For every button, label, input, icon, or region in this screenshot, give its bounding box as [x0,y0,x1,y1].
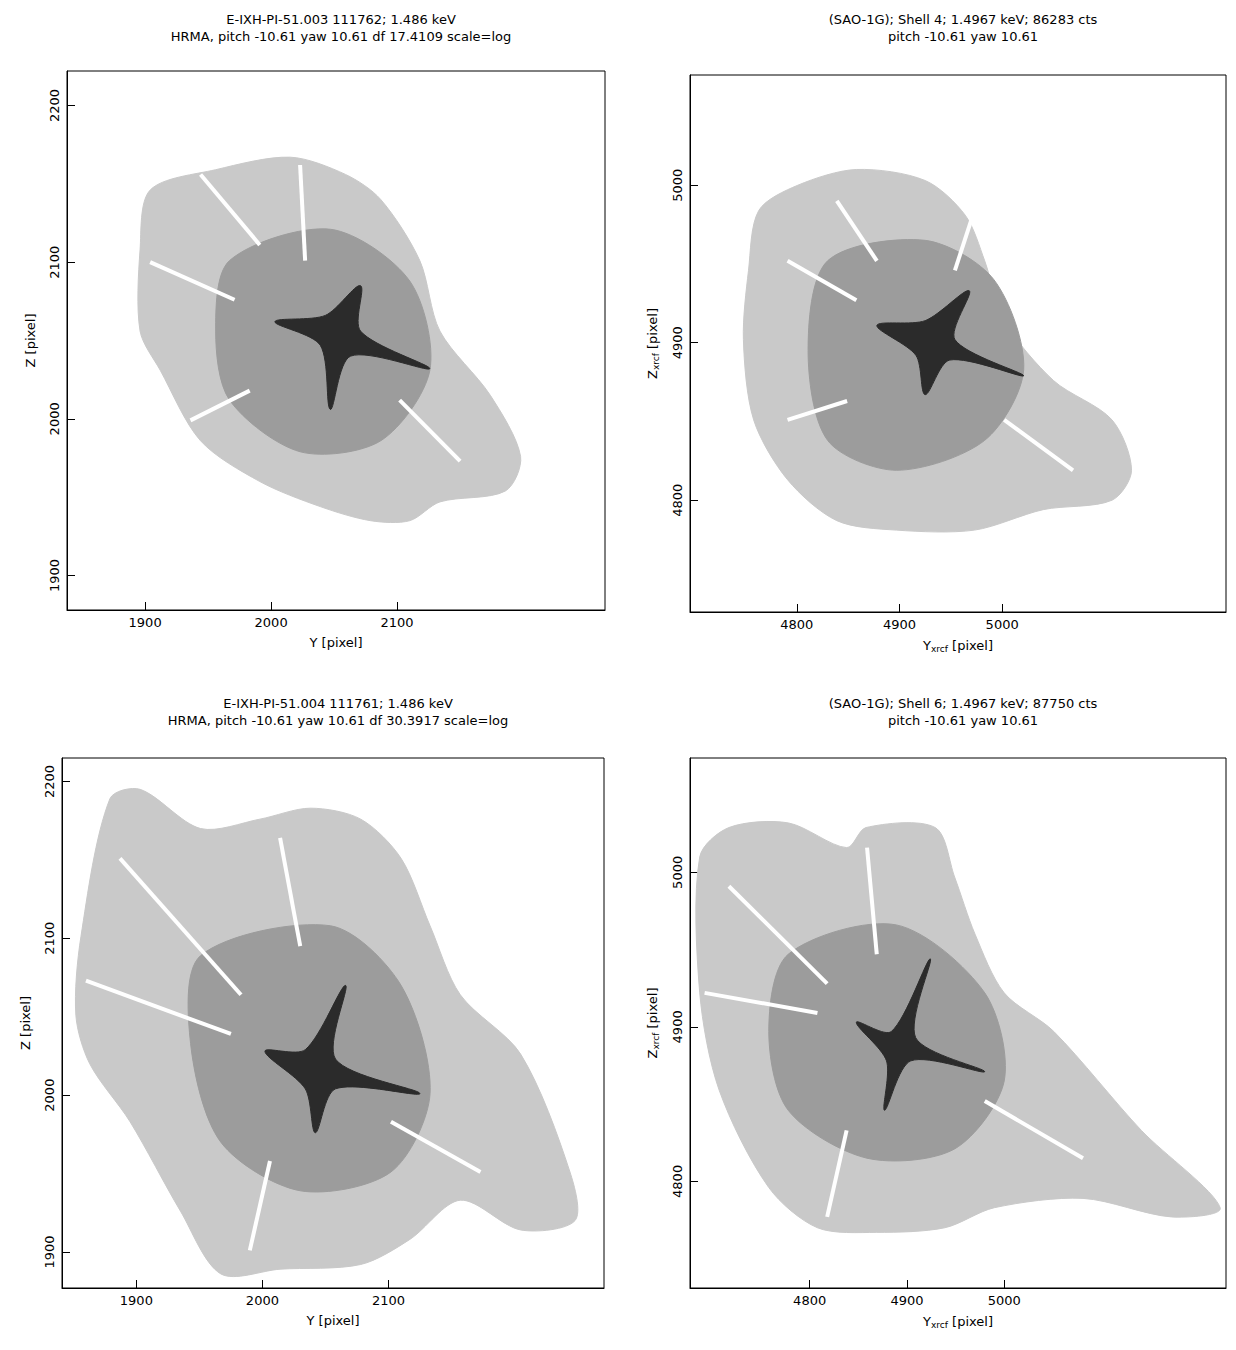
svg-text:2000: 2000 [246,1293,279,1308]
svg-text:2100: 2100 [47,246,62,279]
svg-text:2000: 2000 [42,1079,57,1112]
svg-text:(SAO-1G); Shell 4; 1.4967 keV;: (SAO-1G); Shell 4; 1.4967 keV; 86283 cts [829,12,1098,27]
svg-text:xrcf: xrcf [931,1320,949,1330]
svg-text:5000: 5000 [986,617,1019,632]
svg-text:2100: 2100 [42,922,57,955]
svg-text:5000: 5000 [670,856,685,889]
svg-text:4800: 4800 [670,1165,685,1198]
svg-text:xrcf: xrcf [651,352,661,370]
svg-text:pitch -10.61 yaw 10.61: pitch -10.61 yaw 10.61 [888,29,1038,44]
svg-text:Z: Z [645,1049,660,1058]
svg-text:HRMA, pitch -10.61 yaw 10.61 d: HRMA, pitch -10.61 yaw 10.61 df 30.3917 … [168,713,509,728]
svg-text:2100: 2100 [372,1293,405,1308]
svg-text:5000: 5000 [988,1293,1021,1308]
svg-text:Y [pixel]: Y [pixel] [309,635,363,650]
svg-text:4900: 4900 [670,1010,685,1043]
svg-text:E-IXH-PI-51.003 111762; 1.486: E-IXH-PI-51.003 111762; 1.486 keV [226,12,456,27]
svg-text:1900: 1900 [129,615,162,630]
svg-text:xrcf: xrcf [931,644,949,654]
svg-text:4900: 4900 [883,617,916,632]
svg-text:(SAO-1G); Shell 6; 1.4967 keV;: (SAO-1G); Shell 6; 1.4967 keV; 87750 cts [829,696,1098,711]
svg-text:4900: 4900 [670,326,685,359]
svg-text:Y: Y [922,638,931,653]
svg-text:1900: 1900 [42,1235,57,1268]
svg-text:pitch -10.61 yaw 10.61: pitch -10.61 yaw 10.61 [888,713,1038,728]
svg-text:4800: 4800 [780,617,813,632]
svg-text:2000: 2000 [255,615,288,630]
svg-text:xrcf: xrcf [651,1032,661,1050]
svg-text:[pixel]: [pixel] [948,1314,993,1329]
svg-text:Z [pixel]: Z [pixel] [23,314,38,368]
svg-text:Y [pixel]: Y [pixel] [306,1313,360,1328]
svg-text:Y: Y [922,1314,931,1329]
svg-text:[pixel]: [pixel] [645,308,660,353]
svg-text:4800: 4800 [793,1293,826,1308]
svg-text:2000: 2000 [47,402,62,435]
svg-text:1900: 1900 [47,559,62,592]
svg-text:[pixel]: [pixel] [645,988,660,1033]
svg-text:4800: 4800 [670,484,685,517]
svg-text:Z: Z [645,370,660,379]
svg-text:2100: 2100 [381,615,414,630]
svg-text:HRMA, pitch -10.61 yaw 10.61 d: HRMA, pitch -10.61 yaw 10.61 df 17.4109 … [171,29,512,44]
svg-text:5000: 5000 [670,169,685,202]
svg-text:4900: 4900 [890,1293,923,1308]
svg-text:1900: 1900 [120,1293,153,1308]
svg-text:E-IXH-PI-51.004 111761; 1.486: E-IXH-PI-51.004 111761; 1.486 keV [223,696,453,711]
svg-text:[pixel]: [pixel] [948,638,993,653]
svg-text:2200: 2200 [47,89,62,122]
svg-text:Z [pixel]: Z [pixel] [18,996,33,1050]
svg-text:2200: 2200 [42,765,57,798]
